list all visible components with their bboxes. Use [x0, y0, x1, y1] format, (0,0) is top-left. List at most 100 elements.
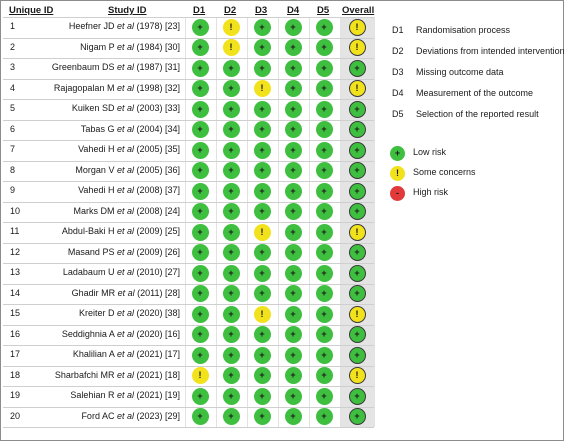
row-study-id: Vahedi H et al (2008) [37]: [78, 185, 180, 195]
domain-judgement-dot: +: [315, 367, 333, 384]
study-author: Abdul-Baki H: [61, 226, 117, 236]
domain-judgement-dot: +: [191, 346, 209, 364]
domain-judgement-dot: +: [222, 367, 240, 384]
study-year-ref: (2021) [17]: [133, 349, 180, 359]
study-year-ref: (1984) [30]: [133, 41, 180, 52]
row-study-id: Tabas G et al (2004) [34]: [81, 124, 180, 134]
domain-judgement-dot: +: [284, 223, 302, 241]
overall-judgement-dot: +: [348, 141, 366, 159]
study-author: Marks DM: [73, 205, 117, 216]
row-unique-id: 12: [10, 246, 21, 257]
study-etal: et al: [116, 103, 134, 113]
study-etal: et al: [116, 164, 134, 175]
study-etal: et al: [116, 390, 134, 400]
domain-judgement-dot: +: [222, 121, 240, 138]
domain-judgement-dot: +: [253, 326, 271, 343]
row-separator: [3, 222, 374, 223]
row-separator: [3, 161, 374, 162]
domain-judgement-dot: +: [222, 223, 240, 241]
overall-judgement-dot: +: [348, 346, 366, 364]
study-author: Morgan V: [75, 164, 117, 175]
study-author: Vahedi H: [78, 144, 117, 154]
legend-domain-text: Deviations from intended interventions: [416, 46, 564, 56]
study-year-ref: (2009) [26]: [133, 246, 180, 257]
domain-judgement-dot: +: [284, 18, 302, 36]
domain-judgement-dot: +: [222, 59, 240, 77]
domain-judgement-dot: +: [222, 264, 240, 282]
study-year-ref: (2011) [28]: [134, 287, 180, 298]
overall-judgement-dot: !: [348, 305, 366, 323]
domain-judgement-dot: +: [315, 305, 333, 323]
row-unique-id: 4: [10, 82, 16, 93]
domain-judgement-dot: +: [222, 305, 240, 323]
domain-judgement-dot: +: [222, 408, 240, 425]
domain-judgement-dot: +: [315, 223, 333, 241]
row-study-id: Rajagopalan M et al (1998) [32]: [54, 83, 180, 93]
study-etal: et al: [116, 144, 134, 154]
domain-judgement-dot: +: [315, 141, 333, 159]
overall-judgement-dot: +: [348, 162, 366, 179]
domain-judgement-dot: +: [191, 244, 209, 261]
row-study-id: Seddighnia A et al (2020) [16]: [62, 329, 180, 339]
row-separator: [3, 99, 374, 100]
overall-judgement-dot: +: [348, 182, 366, 200]
row-unique-id: 9: [10, 185, 16, 195]
legend-some-dot: !: [390, 165, 405, 181]
domain-judgement-dot: +: [222, 387, 240, 405]
domain-judgement-dot: +: [284, 326, 302, 343]
study-etal: et al: [116, 246, 134, 257]
domain-judgement-dot: +: [191, 100, 209, 118]
domain-judgement-dot: +: [191, 203, 209, 220]
domain-judgement-dot: +: [191, 121, 209, 138]
study-etal: et al: [116, 205, 134, 216]
study-author: Rajagopalan M: [53, 82, 117, 93]
domain-judgement-dot: +: [315, 244, 333, 261]
header-d4: D4: [287, 5, 300, 16]
study-year-ref: (2009) [25]: [133, 226, 180, 236]
header-overall: Overall: [342, 5, 375, 16]
study-author: Nigam P: [80, 41, 117, 52]
row-unique-id: 5: [10, 103, 16, 113]
study-year-ref: (2005) [36]: [133, 164, 180, 175]
domain-judgement-dot: +: [191, 80, 209, 97]
domain-judgement-dot: +: [284, 244, 302, 261]
overall-judgement-dot: !: [348, 80, 366, 97]
header-d1: D1: [193, 5, 206, 16]
header-d2: D2: [224, 5, 237, 16]
study-author: Salehian R: [70, 390, 117, 400]
study-author: Tabas G: [80, 123, 117, 134]
domain-judgement-dot: +: [253, 244, 271, 261]
domain-judgement-dot: +: [191, 408, 209, 425]
row-unique-id: 1: [10, 21, 16, 31]
domain-judgement-dot: +: [315, 326, 333, 343]
study-year-ref: (2020) [16]: [133, 328, 180, 339]
study-etal: et al: [116, 410, 134, 421]
row-separator: [3, 17, 374, 18]
row-unique-id: 8: [10, 164, 16, 175]
overall-judgement-dot: +: [348, 121, 366, 138]
study-author: Ladabaum U: [62, 267, 117, 277]
row-unique-id: 14: [10, 287, 21, 298]
row-study-id: Vahedi H et al (2005) [35]: [78, 144, 180, 154]
row-study-id: Greenbaum DS et al (1987) [31]: [52, 62, 180, 72]
study-author: Seddighnia A: [61, 328, 117, 339]
study-author: Kreiter D: [78, 308, 117, 318]
row-study-id: Abdul-Baki H et al (2009) [25]: [62, 226, 180, 236]
row-separator: [3, 407, 374, 408]
domain-judgement-dot: +: [315, 80, 333, 97]
domain-judgement-dot: +: [284, 39, 302, 56]
domain-judgement-dot: +: [284, 100, 302, 118]
domain-judgement-dot: +: [191, 18, 209, 36]
study-year-ref: (2021) [19]: [133, 390, 180, 400]
domain-judgement-dot: +: [315, 387, 333, 405]
domain-judgement-dot: +: [284, 264, 302, 282]
domain-judgement-dot: +: [284, 141, 302, 159]
domain-judgement-dot: +: [315, 121, 333, 138]
domain-judgement-dot: !: [222, 18, 240, 36]
study-author: Ghadir MR: [71, 287, 118, 298]
row-separator: [3, 345, 374, 346]
legend-low-label: Low risk: [413, 147, 447, 157]
study-etal: et al: [116, 21, 134, 31]
row-unique-id: 2: [10, 41, 16, 52]
